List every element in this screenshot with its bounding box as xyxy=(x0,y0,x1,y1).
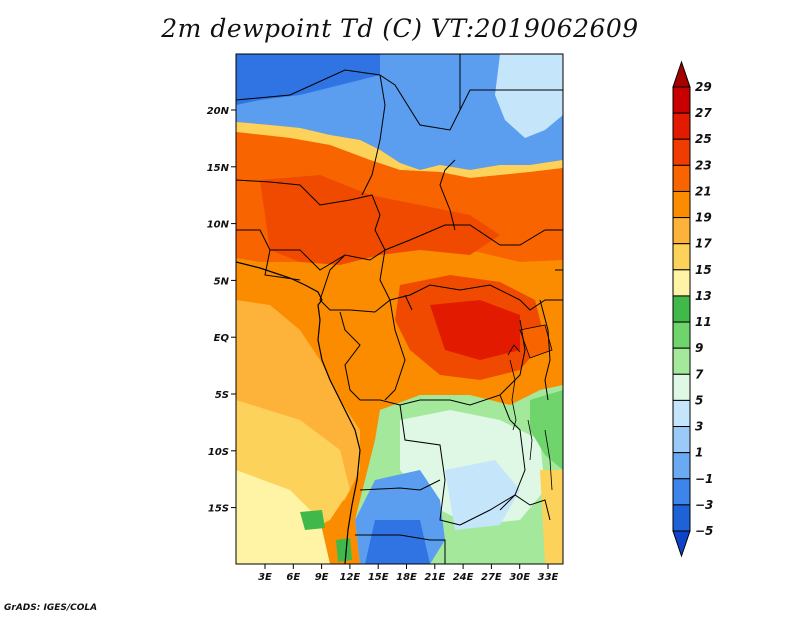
lon-tick-label: 15E xyxy=(368,572,389,583)
lat-tick-label: 5S xyxy=(215,390,229,401)
map-title: 2m dewpoint Td (C) VT:2019062609 xyxy=(161,14,639,43)
lat-tick-label: 10N xyxy=(207,220,230,231)
colorbar-label: 21 xyxy=(695,184,712,198)
grads-credit: GrADS: IGES/COLA xyxy=(4,603,98,613)
lon-tick-label: 3E xyxy=(258,572,272,583)
colorbar-label: 1 xyxy=(695,446,703,460)
colorbar-label: 3 xyxy=(695,420,703,434)
colorbar-segment xyxy=(672,269,691,297)
colorbar-label: 27 xyxy=(695,106,712,120)
colorbar-segment xyxy=(672,243,691,271)
colorbar-segment xyxy=(672,138,691,166)
lat-tick-label: 5N xyxy=(214,276,230,287)
lon-tick-label: 12E xyxy=(340,572,361,583)
colorbar-label: −3 xyxy=(695,498,713,512)
lat-tick-label: 10S xyxy=(208,447,229,458)
colorbar-segment xyxy=(672,452,691,480)
colorbar-segment xyxy=(672,164,691,192)
lat-tick-label: EQ xyxy=(214,333,230,344)
coastline xyxy=(236,261,361,564)
lon-tick-label: 30E xyxy=(509,572,530,583)
colorbar-bottom-arrow xyxy=(672,530,691,558)
lakes xyxy=(507,324,553,491)
colorbar-segment xyxy=(672,217,691,245)
lon-tick-label: 9E xyxy=(315,572,329,583)
colorbar-label: 19 xyxy=(695,211,712,225)
colorbar-segment xyxy=(672,86,691,114)
colorbar-label: 15 xyxy=(695,263,712,277)
lon-tick-label: 21E xyxy=(424,572,445,583)
colorbar-segment xyxy=(672,190,691,219)
longitude-axis: 3E 6E 9E 12E 15E 18E 21E 24E 27E 30E 33E xyxy=(258,564,559,583)
colorbar-label: 7 xyxy=(695,367,704,381)
colorbar-label: 9 xyxy=(695,341,703,355)
colorbar-segment xyxy=(672,504,691,532)
lat-tick-label: 15N xyxy=(207,163,230,174)
colorbar-label: 5 xyxy=(695,393,703,407)
colorbar-segment xyxy=(672,112,691,140)
colorbar-label: 23 xyxy=(695,158,712,172)
colorbar-segment xyxy=(672,399,691,428)
country-borders xyxy=(236,54,563,564)
colorbar-segment xyxy=(672,478,691,506)
colorbar-label: 29 xyxy=(695,80,712,94)
colorbar-label: −1 xyxy=(695,472,713,486)
colorbar-top-arrow xyxy=(672,60,691,88)
dewpoint-field xyxy=(236,54,563,564)
colorbar-label: −5 xyxy=(695,524,713,538)
lon-tick-label: 27E xyxy=(481,572,502,583)
lon-tick-label: 6E xyxy=(286,572,300,583)
colorbar-label: 25 xyxy=(695,132,712,146)
lon-tick-label: 18E xyxy=(396,572,417,583)
lat-tick-label: 20N xyxy=(207,106,230,117)
lat-tick-label: 15S xyxy=(208,504,229,515)
map-frame xyxy=(235,53,564,565)
colorbar: 29 27 25 23 21 19 17 15 13 11 9 7 5 3 1 −1 −3 −5 xyxy=(672,60,713,558)
lon-tick-label: 24E xyxy=(453,572,474,583)
colorbar-segment xyxy=(672,426,691,454)
colorbar-label: 11 xyxy=(695,315,712,329)
colorbar-label: 13 xyxy=(695,289,712,303)
lon-tick-label: 33E xyxy=(538,572,559,583)
colorbar-segment xyxy=(672,347,691,375)
colorbar-segment xyxy=(672,373,691,401)
latitude-axis: 20N 15N 10N 5N EQ 5S 10S 15S xyxy=(207,106,236,515)
colorbar-segment xyxy=(672,295,691,323)
colorbar-segment xyxy=(672,321,691,349)
colorbar-label: 17 xyxy=(695,237,712,251)
